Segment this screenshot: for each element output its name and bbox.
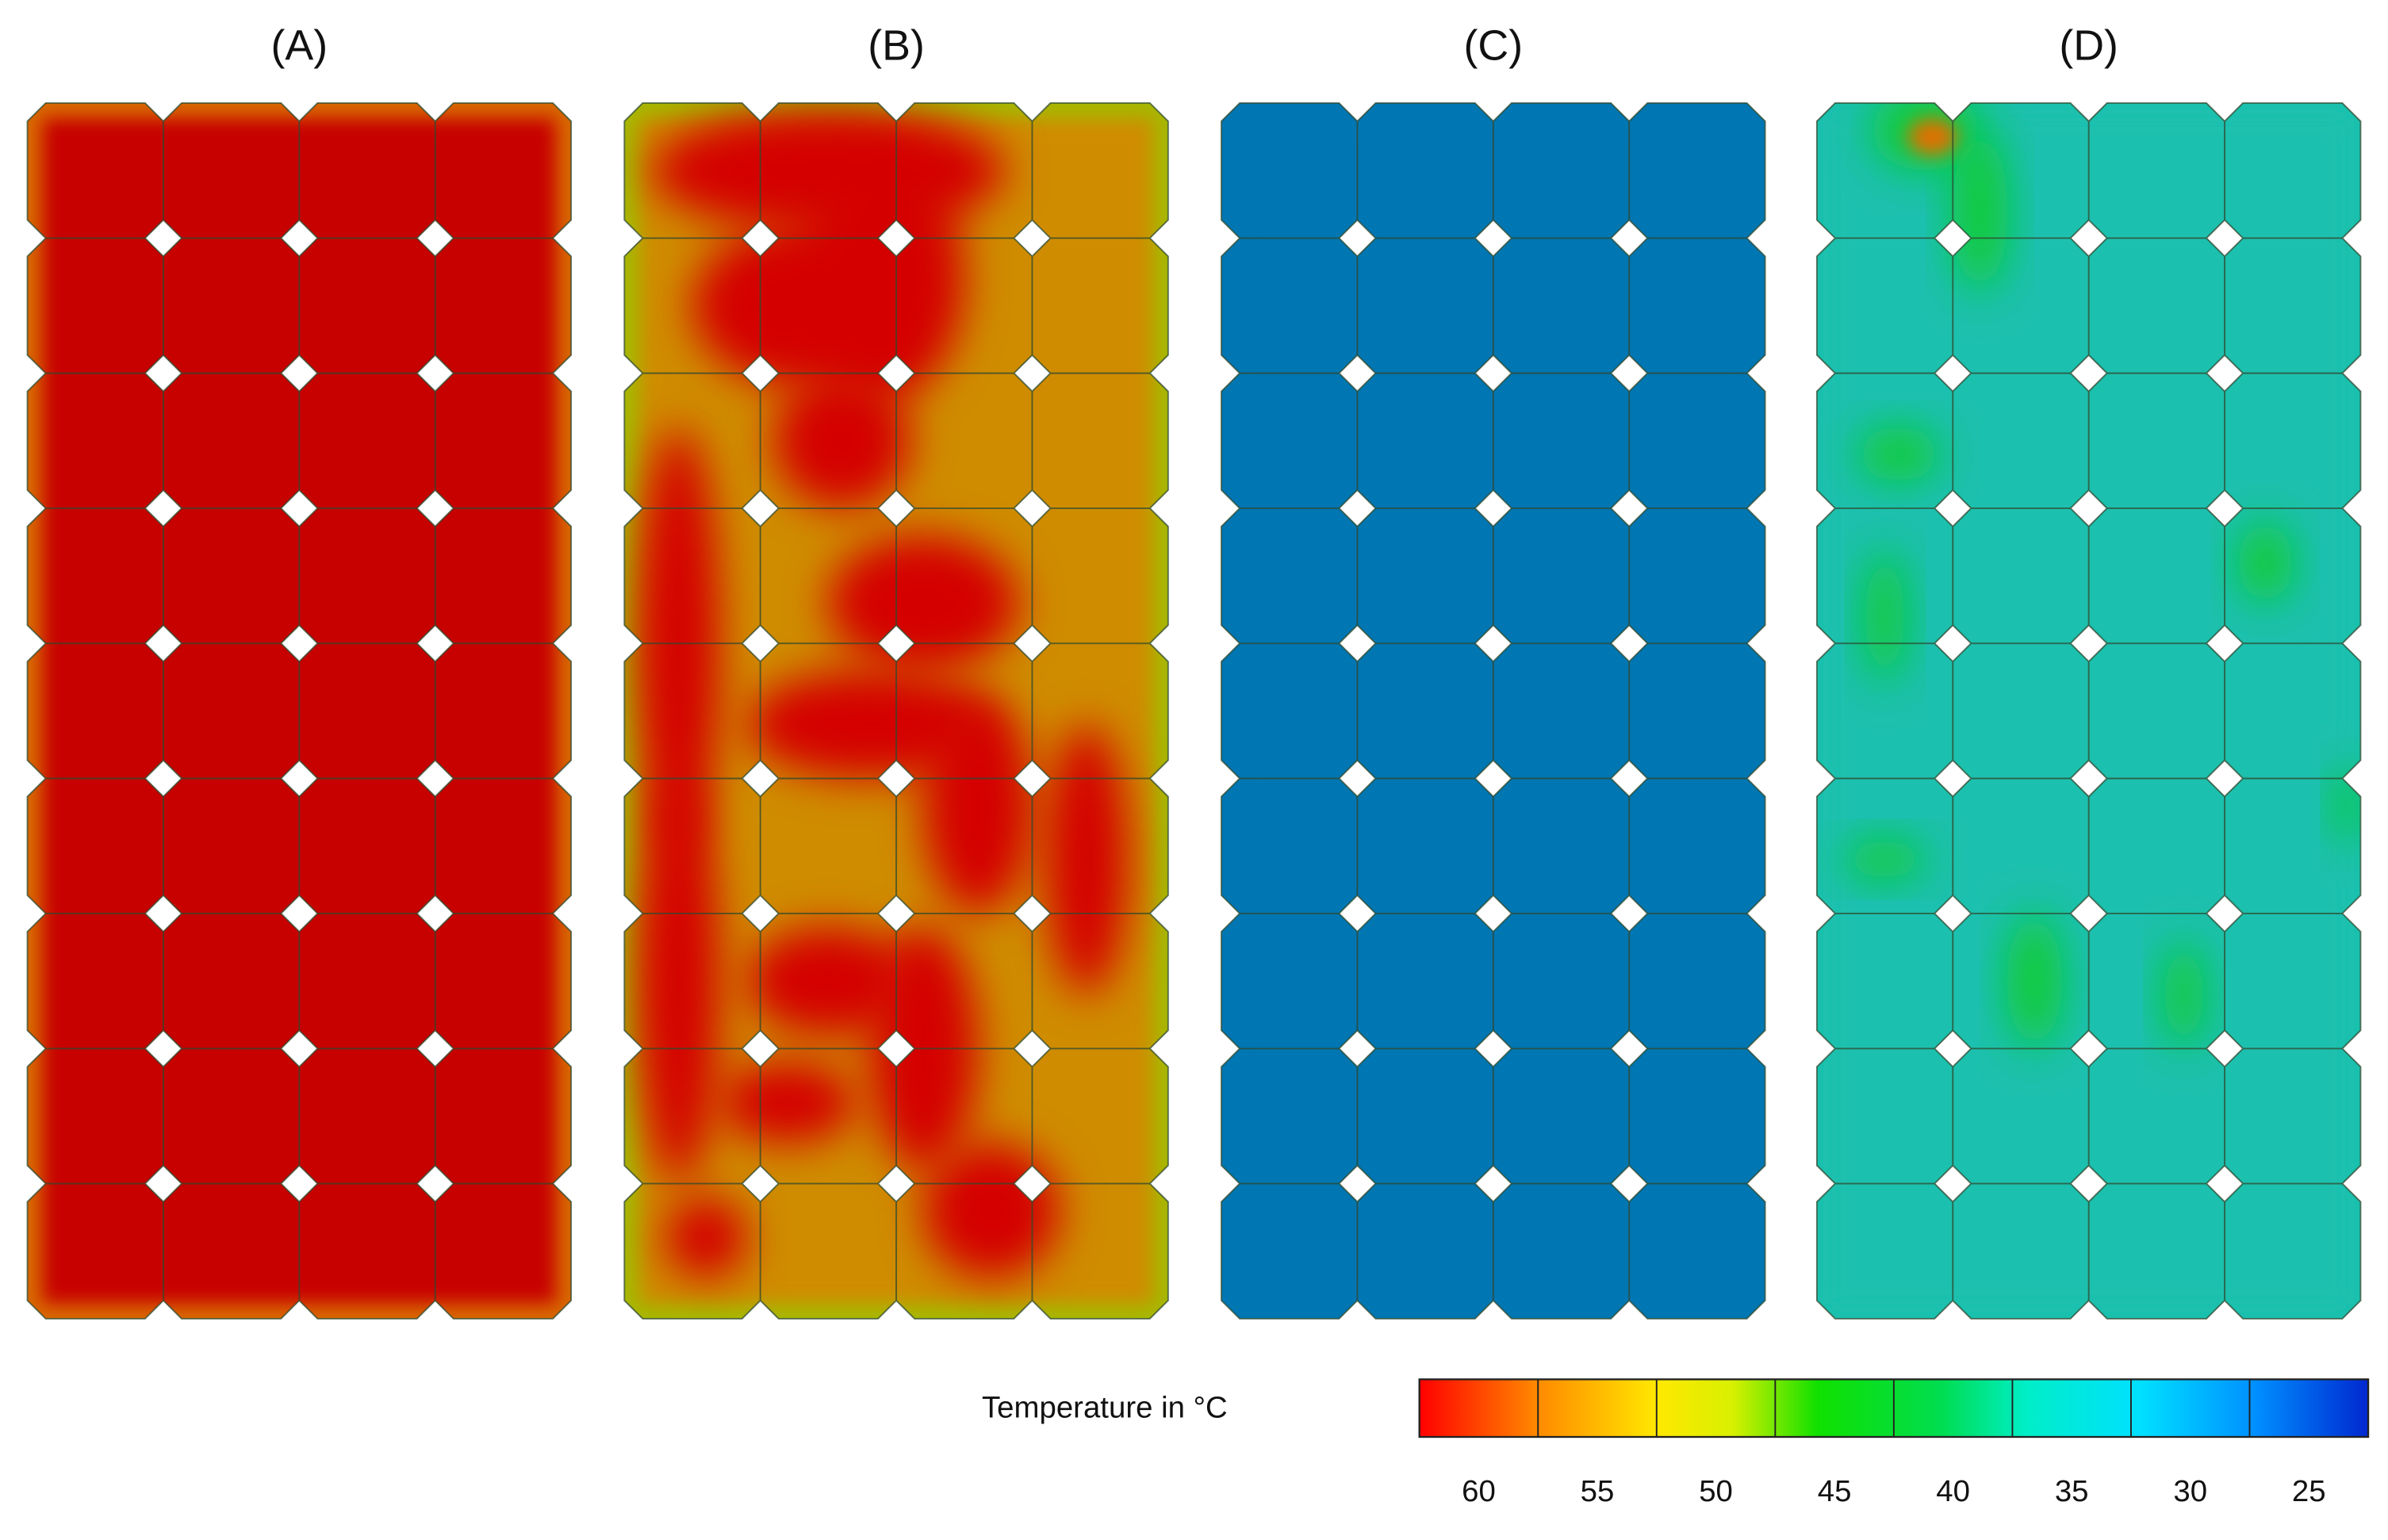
colorbar-tick-label: 45 [1818, 1474, 1852, 1508]
colorbar-tick-label: 50 [1699, 1474, 1733, 1508]
cell-outlines [1815, 102, 2362, 1320]
hot-spot [2007, 913, 2062, 1049]
colorbar-tick-label: 35 [2055, 1474, 2089, 1508]
hot-spot [801, 157, 964, 400]
hot-spot [638, 778, 720, 1184]
panel-label: (C) [1464, 21, 1524, 69]
hot-spot [828, 535, 1019, 671]
hot-spot [773, 373, 910, 508]
cell-outlines [26, 102, 573, 1320]
cell-outlines [1221, 102, 1766, 1320]
hot-spot [2238, 521, 2293, 603]
colorbar-label: Temperature in °C [982, 1391, 1228, 1425]
hot-spot [1844, 839, 1926, 880]
hot-spot [1953, 130, 2007, 293]
panel-label: (B) [868, 21, 925, 69]
panel-label: (D) [2059, 21, 2118, 69]
hot-spot [746, 670, 992, 779]
colorbar-tick-label: 40 [1936, 1474, 1970, 1508]
colorbar-tick-label: 25 [2292, 1474, 2326, 1508]
hot-spot [665, 1197, 747, 1278]
hot-spot [923, 697, 1033, 914]
hot-spot [1907, 118, 1957, 155]
colorbar-tick-label: 60 [1462, 1474, 1496, 1508]
hot-spot [923, 1143, 1060, 1278]
cell-outlines [623, 102, 1169, 1320]
panel-label: (A) [271, 21, 328, 69]
hot-spot [2333, 764, 2361, 846]
hot-spot [719, 1062, 856, 1144]
hot-spot [2163, 940, 2205, 1049]
hot-spot [1857, 427, 1940, 481]
colorbar-tick-label: 55 [1581, 1474, 1615, 1508]
hot-spot [1864, 549, 1906, 684]
colorbar-tick-label: 30 [2173, 1474, 2207, 1508]
hot-spot [1045, 724, 1128, 995]
hot-spot [746, 926, 910, 1036]
